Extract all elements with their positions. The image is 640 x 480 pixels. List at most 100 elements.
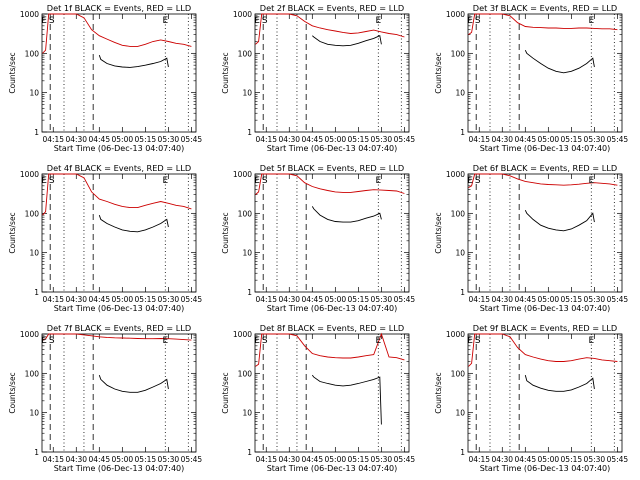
x-tick-label: 05:15	[135, 455, 157, 464]
x-axis-label: Start Time (06-Dec-13 04:07:40)	[54, 304, 185, 313]
y-tick-label: 10	[455, 89, 465, 98]
x-tick-label: 05:45	[181, 455, 203, 464]
y-tick-label: 1	[460, 288, 465, 297]
x-tick-label: 05:30	[158, 295, 180, 304]
lld-series-line	[255, 332, 405, 367]
x-tick-label: 05:45	[394, 135, 416, 144]
x-tick-label: 04:45	[301, 135, 323, 144]
y-tick-label: 100	[451, 369, 466, 378]
interval-marker-label: S	[475, 176, 481, 186]
x-tick-label: 05:30	[371, 455, 393, 464]
x-tick-label: 05:00	[538, 455, 560, 464]
x-tick-label: 05:30	[371, 295, 393, 304]
interval-marker-label: S	[49, 336, 55, 346]
y-tick-label: 100	[238, 369, 253, 378]
y-tick-label: 10	[29, 249, 39, 258]
panel-title: Det 3f BLACK = Events, RED = LLD	[473, 3, 617, 13]
x-tick-label: 05:30	[584, 135, 606, 144]
x-axis-label: Start Time (06-Dec-13 04:07:40)	[267, 144, 398, 153]
plot-frame	[41, 13, 197, 133]
y-axis-label: Counts/sec	[434, 52, 443, 93]
interval-marker-label: E	[41, 336, 47, 346]
x-tick-label: 05:30	[584, 295, 606, 304]
panel-title: Det 4f BLACK = Events, RED = LLD	[47, 163, 191, 173]
x-axis-label: Start Time (06-Dec-13 04:07:40)	[54, 144, 185, 153]
x-tick-label: 05:00	[538, 135, 560, 144]
x-tick-label: 05:45	[607, 455, 629, 464]
interval-marker-label: S	[475, 336, 481, 346]
x-tick-label: 05:00	[325, 295, 347, 304]
x-tick-label: 04:15	[255, 135, 277, 144]
y-tick-label: 1000	[446, 330, 465, 339]
detector-panel: Det 8f BLACK = Events, RED = LLD 1 10 100 10…	[221, 323, 415, 473]
x-tick-label: 04:30	[491, 455, 513, 464]
detector-panel: Det 5f BLACK = Events, RED = LLD 1 10 100 10…	[221, 163, 415, 313]
plot-frame	[41, 173, 197, 293]
x-tick-label: 05:30	[158, 455, 180, 464]
y-tick-label: 1	[247, 128, 252, 137]
x-tick-label: 04:45	[301, 295, 323, 304]
interval-marker-label: E	[467, 16, 473, 26]
y-tick-label: 10	[29, 409, 39, 418]
y-tick-label: 1	[460, 448, 465, 457]
x-tick-label: 05:45	[181, 295, 203, 304]
events-series-line	[98, 54, 169, 68]
plot-frame	[254, 333, 410, 453]
y-tick-label: 10	[242, 89, 252, 98]
interval-marker-label: E	[162, 336, 168, 346]
lld-series-line	[42, 173, 192, 216]
plot-frame	[254, 13, 410, 133]
y-tick-label: 1	[247, 288, 252, 297]
y-axis-label: Counts/sec	[8, 212, 17, 253]
x-tick-label: 04:30	[278, 295, 300, 304]
detector-panel: Det 4f BLACK = Events, RED = LLD 1 10 100 10…	[8, 163, 202, 313]
interval-marker-label: S	[262, 16, 268, 26]
y-tick-label: 100	[451, 209, 466, 218]
y-tick-label: 1000	[20, 170, 39, 179]
lld-series-line	[42, 13, 192, 54]
interval-marker-label: E	[588, 176, 594, 186]
panel-title: Det 6f BLACK = Events, RED = LLD	[473, 163, 617, 173]
panel-title: Det 7f BLACK = Events, RED = LLD	[47, 323, 191, 333]
events-series-line	[312, 35, 382, 47]
detector-panel: Det 6f BLACK = Events, RED = LLD 1 10 100 10…	[434, 163, 628, 313]
y-tick-label: 100	[451, 49, 466, 58]
y-tick-label: 10	[455, 249, 465, 258]
interval-marker-label: S	[475, 16, 481, 26]
x-tick-label: 05:15	[561, 455, 583, 464]
y-tick-label: 100	[25, 369, 40, 378]
x-tick-label: 05:00	[325, 455, 347, 464]
x-tick-label: 05:30	[371, 135, 393, 144]
x-tick-label: 04:45	[88, 135, 110, 144]
y-tick-label: 1	[34, 288, 39, 297]
y-axis-label: Counts/sec	[221, 372, 230, 413]
lld-series-line	[255, 173, 405, 195]
x-tick-label: 04:15	[255, 295, 277, 304]
lld-series-line	[468, 13, 618, 35]
y-tick-label: 1000	[233, 170, 252, 179]
x-tick-label: 04:15	[255, 455, 277, 464]
x-tick-label: 05:15	[348, 455, 370, 464]
events-series-line	[311, 206, 382, 223]
lld-series-line	[468, 173, 618, 188]
x-tick-label: 05:00	[538, 295, 560, 304]
x-tick-label: 05:15	[135, 295, 157, 304]
interval-marker-label: E	[254, 336, 260, 346]
x-tick-label: 05:30	[584, 455, 606, 464]
interval-marker-label: E	[41, 176, 47, 186]
plot-frame	[467, 333, 623, 453]
x-tick-label: 05:15	[348, 135, 370, 144]
x-tick-label: 05:15	[135, 135, 157, 144]
plot-frame	[467, 173, 623, 293]
events-series-line	[524, 50, 595, 74]
lld-series-line	[255, 13, 405, 45]
x-tick-label: 05:45	[607, 295, 629, 304]
x-axis-label: Start Time (06-Dec-13 04:07:40)	[480, 304, 611, 313]
interval-marker-label: S	[49, 16, 55, 26]
interval-marker-label: S	[49, 176, 55, 186]
interval-marker-label: E	[467, 336, 473, 346]
x-tick-label: 05:45	[181, 135, 203, 144]
y-tick-label: 1	[34, 128, 39, 137]
x-tick-label: 04:15	[468, 455, 490, 464]
